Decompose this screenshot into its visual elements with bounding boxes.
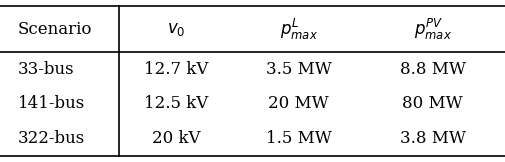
Text: $v_0$: $v_0$ <box>166 21 185 38</box>
Text: 80 MW: 80 MW <box>401 95 462 112</box>
Text: 3.8 MW: 3.8 MW <box>399 130 465 147</box>
Text: 20 MW: 20 MW <box>268 95 328 112</box>
Text: 1.5 MW: 1.5 MW <box>265 130 331 147</box>
Text: 322-bus: 322-bus <box>18 130 85 147</box>
Text: 3.5 MW: 3.5 MW <box>265 61 331 78</box>
Text: 12.5 kV: 12.5 kV <box>143 95 208 112</box>
Text: 8.8 MW: 8.8 MW <box>399 61 465 78</box>
Text: $p^{PV}_{max}$: $p^{PV}_{max}$ <box>413 17 451 42</box>
Text: 12.7 kV: 12.7 kV <box>143 61 208 78</box>
Text: Scenario: Scenario <box>18 21 92 38</box>
Text: 20 kV: 20 kV <box>152 130 199 147</box>
Text: 141-bus: 141-bus <box>18 95 85 112</box>
Text: 33-bus: 33-bus <box>18 61 74 78</box>
Text: $p^{L}_{max}$: $p^{L}_{max}$ <box>279 17 317 42</box>
